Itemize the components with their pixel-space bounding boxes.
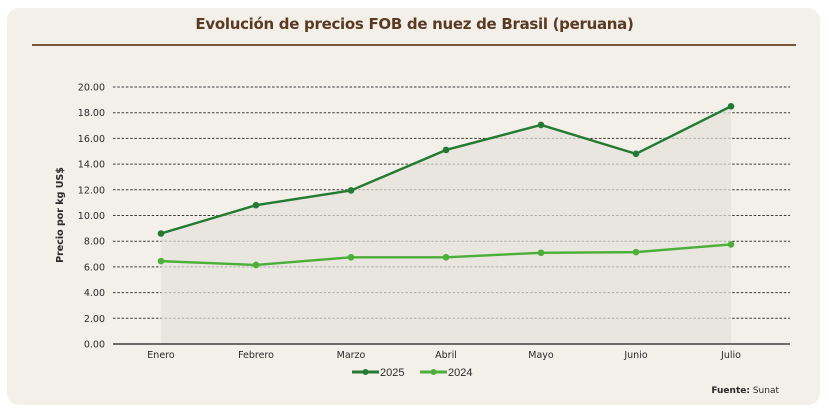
data-point-2024 bbox=[727, 241, 735, 248]
data-point-2025 bbox=[442, 146, 450, 154]
data-point-2024 bbox=[252, 261, 260, 269]
data-point-2025 bbox=[537, 121, 545, 129]
x-tick-label: Febrero bbox=[238, 350, 274, 361]
legend-marker-2024 bbox=[430, 369, 437, 375]
x-tick-label: Abril bbox=[435, 350, 457, 361]
data-point-2024 bbox=[537, 249, 545, 257]
y-tick-label: 14.00 bbox=[78, 160, 105, 171]
area-2025 bbox=[161, 106, 731, 345]
x-tick-label: Junio bbox=[623, 350, 647, 361]
y-tick-label: 8.00 bbox=[84, 237, 105, 248]
y-tick-label: 20.00 bbox=[78, 83, 105, 94]
x-tick-label: Mayo bbox=[528, 350, 554, 361]
source-note: Fuente: Sunat bbox=[711, 386, 779, 396]
y-tick-label: 6.00 bbox=[84, 262, 105, 273]
area-fill bbox=[161, 106, 731, 345]
y-tick-label: 10.00 bbox=[78, 211, 105, 222]
x-tick-label: Marzo bbox=[337, 350, 366, 361]
legend: 2025 2024 bbox=[352, 367, 472, 379]
y-tick-label: 18.00 bbox=[78, 108, 105, 119]
x-tick-label: Enero bbox=[147, 350, 175, 361]
series-lines bbox=[157, 102, 735, 269]
data-point-2025 bbox=[252, 201, 260, 209]
legend-label-2024: 2024 bbox=[448, 367, 472, 379]
y-tick-label: 0.00 bbox=[84, 340, 105, 351]
chart-title: Evolución de precios FOB de nuez de Bras… bbox=[195, 15, 634, 33]
data-point-2024 bbox=[347, 253, 355, 261]
y-axis-label: Precio por kg US$ bbox=[55, 167, 66, 263]
y-tick-label: 4.00 bbox=[84, 288, 105, 299]
source-value: Sunat bbox=[752, 386, 779, 396]
y-tick-label: 2.00 bbox=[84, 314, 105, 325]
data-point-2024 bbox=[442, 253, 450, 261]
data-point-2025 bbox=[347, 187, 355, 194]
x-tick-label: Julio bbox=[720, 350, 741, 361]
title-divider bbox=[32, 44, 796, 46]
x-axis-ticks: Enero Febrero Marzo Abril Mayo Junio Julio bbox=[147, 350, 741, 361]
legend-marker-2025 bbox=[362, 369, 369, 375]
data-point-2025 bbox=[157, 230, 165, 237]
y-axis-ticks: 0.00 2.00 4.00 6.00 8.00 10.00 12.00 14.00 16.00… bbox=[78, 83, 105, 351]
data-point-2025 bbox=[632, 150, 640, 158]
data-point-2025 bbox=[727, 102, 735, 110]
legend-label-2025: 2025 bbox=[380, 367, 404, 379]
data-point-2024 bbox=[632, 248, 640, 256]
data-point-2024 bbox=[157, 257, 165, 265]
source-label: Fuente: bbox=[711, 386, 750, 396]
y-tick-label: 12.00 bbox=[78, 185, 105, 196]
y-tick-label: 16.00 bbox=[78, 134, 105, 145]
